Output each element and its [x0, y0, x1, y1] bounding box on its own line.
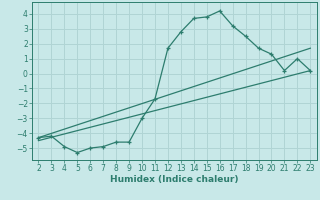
- X-axis label: Humidex (Indice chaleur): Humidex (Indice chaleur): [110, 175, 239, 184]
